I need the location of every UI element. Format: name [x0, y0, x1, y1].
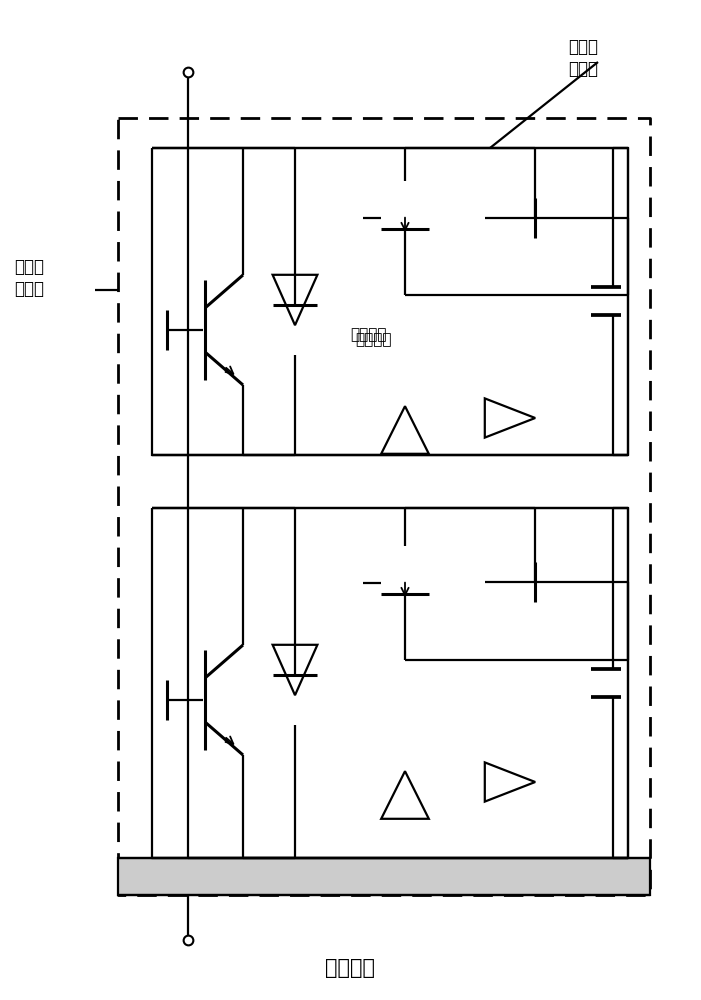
- Text: 第一电容: 第一电容: [350, 328, 386, 342]
- Bar: [118, 858, 650, 895]
- Text: 可关断阀: 可关断阀: [325, 958, 375, 978]
- Text: 第一功
率器件: 第一功 率器件: [568, 38, 598, 78]
- Text: 第一功
率单元: 第一功 率单元: [14, 258, 44, 298]
- Text: 第一电容: 第一电容: [355, 332, 391, 348]
